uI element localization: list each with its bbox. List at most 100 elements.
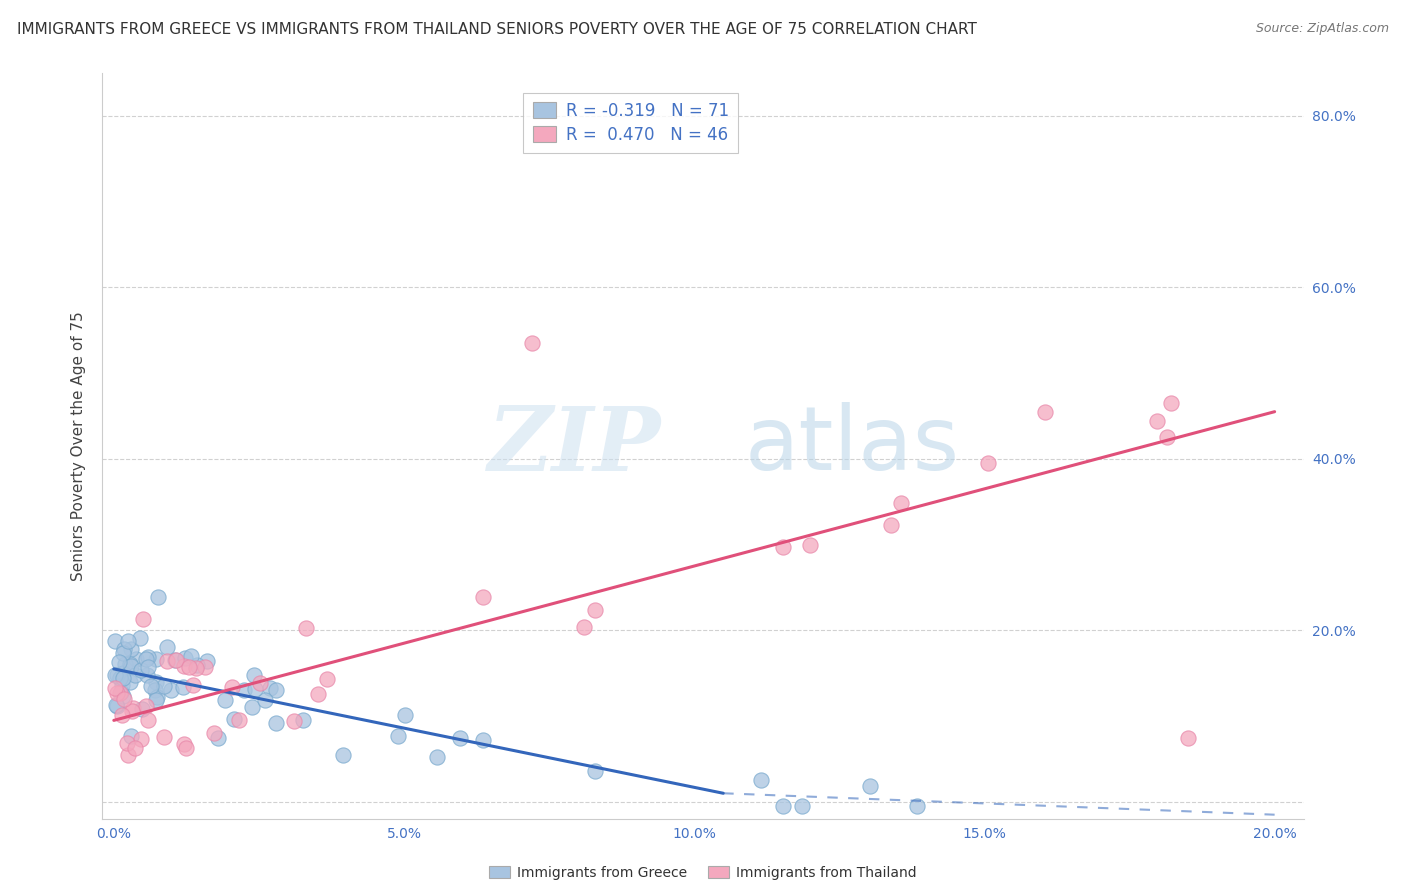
Point [254,692,277,706]
Point [145,693,167,707]
Point [131,701,153,715]
Point [129,731,152,746]
Point [156,640,179,654]
Point [129,632,152,646]
Point [207,731,229,746]
Point [115,736,138,750]
Point [471,590,494,604]
Point [120,641,142,656]
Point [195,654,218,668]
Point [859,779,882,793]
Point [977,457,1000,471]
Point [110,686,132,700]
Point [307,687,329,701]
Point [387,729,409,743]
Point [520,336,543,351]
Point [124,740,146,755]
Point [129,663,152,677]
Point [153,730,176,744]
Point [214,693,236,707]
Point [120,659,142,673]
Point [111,646,134,660]
Text: Source: ZipAtlas.com: Source: ZipAtlas.com [1256,22,1389,36]
Point [222,712,245,726]
Point [905,799,928,814]
Point [426,750,449,764]
Point [799,538,821,552]
Text: IMMIGRANTS FROM GREECE VS IMMIGRANTS FROM THAILAND SENIORS POVERTY OVER THE AGE : IMMIGRANTS FROM GREECE VS IMMIGRANTS FRO… [17,22,977,37]
Point [181,678,204,692]
Point [153,679,176,693]
Point [111,678,134,692]
Point [114,657,136,671]
Point [135,698,157,713]
Point [292,714,315,728]
Point [145,674,167,689]
Point [172,680,194,694]
Point [193,660,215,674]
Point [118,657,141,671]
Point [186,658,208,673]
Point [110,685,132,699]
Point [471,733,494,747]
Point [772,799,794,814]
Point [105,698,128,713]
Point [249,675,271,690]
Point [120,729,142,743]
Point [266,715,288,730]
Point [1156,430,1178,444]
Point [583,764,606,778]
Point [233,682,256,697]
Point [184,661,207,675]
Point [880,518,903,533]
Point [132,612,155,626]
Point [108,671,131,685]
Point [202,726,225,740]
Point [146,590,169,604]
Point [221,681,243,695]
Legend: Immigrants from Greece, Immigrants from Thailand: Immigrants from Greece, Immigrants from … [484,860,922,885]
Point [1146,414,1168,428]
Point [792,799,814,814]
Point [174,651,197,665]
Point [136,713,159,727]
Point [243,681,266,696]
Point [112,671,135,685]
Point [111,707,134,722]
Point [242,668,264,682]
Point [105,698,128,713]
Point [118,674,141,689]
Point [316,672,339,686]
Point [228,713,250,727]
Point [295,621,318,635]
Point [124,667,146,681]
Point [112,642,135,657]
Legend: R = -0.319   N = 71, R =  0.470   N = 46: R = -0.319 N = 71, R = 0.470 N = 46 [523,93,738,153]
Point [104,633,127,648]
Point [124,652,146,666]
Point [394,708,416,723]
Point [104,681,127,695]
Point [104,668,127,682]
Point [174,741,197,756]
Point [139,679,162,693]
Point [890,496,912,510]
Point [772,540,794,554]
Point [135,652,157,666]
Point [117,748,139,763]
Y-axis label: Seniors Poverty Over the Age of 75: Seniors Poverty Over the Age of 75 [72,311,86,581]
Point [173,737,195,751]
Point [112,692,135,706]
Point [105,667,128,681]
Point [449,731,471,745]
Point [121,700,143,714]
Point [156,654,179,668]
Point [572,620,595,634]
Point [583,603,606,617]
Point [136,668,159,682]
Point [1033,405,1056,419]
Point [146,690,169,704]
Text: atlas: atlas [745,402,960,490]
Point [121,704,143,718]
Point [163,653,186,667]
